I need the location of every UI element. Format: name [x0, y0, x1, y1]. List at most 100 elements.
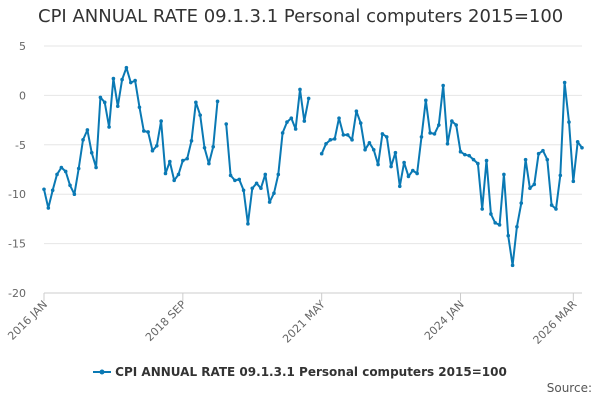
data-point: [98, 95, 103, 100]
data-point: [263, 172, 268, 177]
data-point: [198, 113, 202, 117]
legend-line-icon: [93, 369, 112, 375]
data-point: [85, 128, 90, 132]
data-point: [510, 263, 515, 268]
data-point: [211, 144, 216, 149]
legend[interactable]: CPI ANNUAL RATE 09.1.3.1 Personal comput…: [0, 365, 600, 379]
data-point: [68, 183, 72, 188]
chart-title: CPI ANNUAL RATE 09.1.3.1 Personal comput…: [38, 6, 564, 27]
data-point: [528, 186, 532, 191]
data-point: [233, 178, 237, 183]
data-point: [250, 186, 255, 191]
data-point: [567, 120, 571, 124]
data-point: [415, 171, 419, 176]
data-point: [467, 153, 471, 158]
data-point: [580, 145, 584, 150]
data-point: [541, 148, 545, 153]
data-point: [94, 165, 98, 170]
data-point: [324, 142, 328, 146]
y-tick-label: -15: [8, 238, 26, 251]
data-point: [441, 83, 445, 88]
data-point: [341, 133, 346, 137]
x-tick-label: 2021 MAY: [280, 298, 328, 346]
data-point: [246, 222, 250, 226]
data-point: [189, 139, 194, 143]
data-point: [354, 109, 359, 114]
data-point: [181, 158, 185, 163]
data-point: [380, 132, 385, 136]
data-point: [502, 172, 506, 177]
data-point: [458, 149, 463, 154]
data-point: [124, 65, 129, 70]
data-point: [358, 121, 363, 125]
data-point: [267, 200, 272, 204]
source-credit[interactable]: Source:: [546, 381, 592, 395]
data-point: [137, 105, 142, 110]
data-point: [298, 87, 302, 92]
data-point: [319, 151, 324, 156]
data-point: [276, 172, 281, 177]
data-point: [523, 157, 528, 162]
y-tick-label: -5: [15, 139, 26, 152]
y-tick-label: -20: [8, 287, 26, 300]
data-point: [489, 212, 493, 216]
y-tick-label: 0: [19, 89, 26, 102]
data-point: [155, 143, 159, 148]
data-point: [146, 130, 150, 134]
data-point: [107, 125, 111, 129]
data-point: [72, 192, 77, 196]
data-point: [549, 203, 554, 207]
data-point: [89, 150, 94, 155]
data-point: [241, 188, 246, 193]
data-point: [406, 174, 411, 179]
data-point: [363, 147, 367, 152]
data-point: [328, 138, 333, 142]
data-point: [332, 137, 337, 141]
data-point: [575, 140, 580, 144]
data-point: [141, 129, 146, 133]
x-tick-label: 2018 SEP: [143, 298, 189, 344]
data-point: [111, 76, 116, 81]
data-point: [289, 116, 294, 120]
data-point: [506, 233, 511, 238]
data-point: [76, 166, 81, 171]
data-point: [228, 173, 233, 178]
data-point: [484, 158, 489, 163]
legend-label: CPI ANNUAL RATE 09.1.3.1 Personal comput…: [115, 365, 507, 379]
data-point: [432, 132, 437, 136]
data-point: [558, 173, 563, 178]
data-point: [159, 119, 163, 123]
data-point: [185, 156, 189, 161]
data-point: [471, 157, 476, 162]
data-point: [376, 162, 380, 167]
x-axis: 2016 JAN 2018 SEP 2021 MAY 2024 JAN 2026 MAR: [5, 292, 582, 347]
x-tick-label: 2016 JAN: [5, 298, 50, 343]
data-point: [402, 160, 406, 165]
data-point: [306, 96, 311, 101]
data-point: [350, 138, 354, 142]
data-point: [285, 120, 289, 124]
data-point: [168, 159, 172, 164]
series-line: [225, 88, 310, 225]
data-point: [81, 138, 85, 142]
data-point: [389, 164, 393, 169]
data-point: [55, 172, 59, 177]
x-tick-label: 2026 MAR: [531, 298, 580, 347]
data-point: [272, 191, 276, 196]
data-point: [445, 142, 450, 146]
data-point: [450, 119, 454, 123]
data-point: [536, 151, 541, 156]
data-point: [367, 141, 372, 145]
data-point: [202, 145, 207, 150]
data-point: [176, 172, 181, 177]
data-point: [128, 80, 133, 85]
data-point: [554, 207, 558, 211]
data-point: [428, 131, 432, 135]
data-point: [280, 131, 285, 135]
data-point: [562, 80, 567, 85]
y-tick-label: -10: [8, 188, 26, 201]
data-point: [259, 186, 263, 191]
data-point: [224, 122, 229, 126]
y-axis: 5 0 -5 -10 -15 -20: [8, 40, 26, 300]
